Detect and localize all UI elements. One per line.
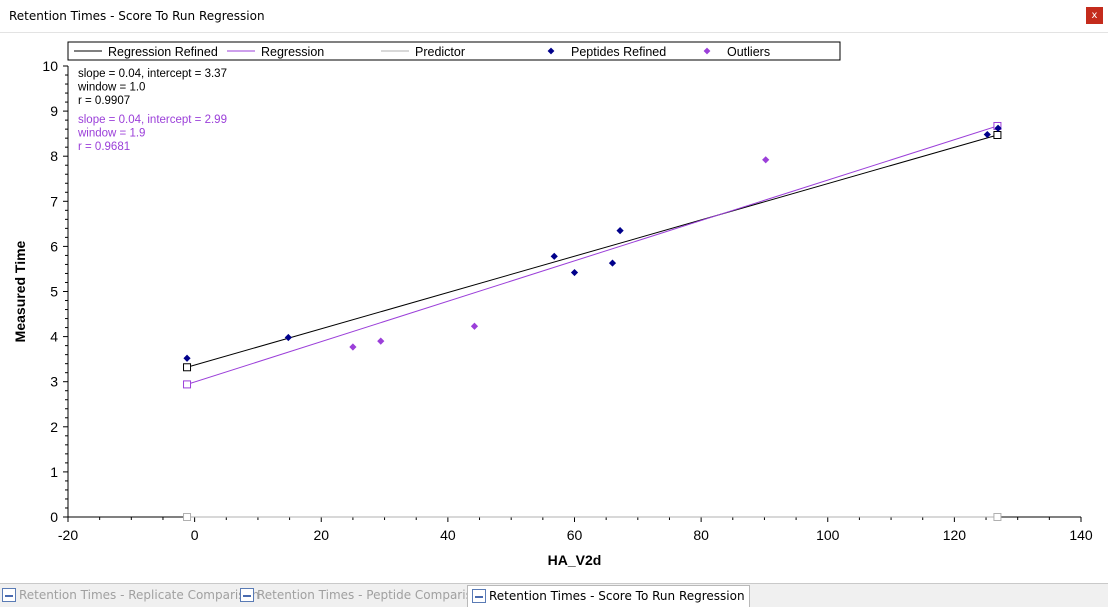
data-point xyxy=(183,354,191,362)
regression-chart: -20 0 20 40 60 80 100 120 140012345678910HA_V2dM… xyxy=(12,41,1093,568)
x-tick-label: 120 xyxy=(943,527,967,543)
regression-refined-stat: window = 1.0 xyxy=(77,82,145,94)
y-tick-label: 1 xyxy=(50,464,58,480)
y-tick-label: 10 xyxy=(42,58,58,74)
line-end-marker xyxy=(183,380,192,389)
data-point xyxy=(284,333,292,342)
x-tick-label: 40 xyxy=(440,527,456,543)
y-tick-label: 3 xyxy=(50,374,58,390)
tab-label: Retention Times - Replicate Comparison xyxy=(19,588,260,602)
legend-box xyxy=(67,41,841,61)
data-point xyxy=(377,337,385,345)
x-tick-label: 100 xyxy=(816,527,840,543)
y-tick-label: 5 xyxy=(50,284,58,300)
y-tick-label: 9 xyxy=(50,103,58,119)
legend-label: Outliers xyxy=(727,45,770,59)
window-titlebar: Retention Times - Score To Run Regressio… xyxy=(0,0,1108,33)
regression-stat: window = 1.9 xyxy=(77,128,145,140)
tab-label: Retention Times - Peptide Comparison xyxy=(257,588,487,602)
y-tick-label: 7 xyxy=(50,193,58,209)
y-tick-label: 6 xyxy=(50,238,58,254)
line-end-marker xyxy=(993,513,1002,521)
x-tick-label: 60 xyxy=(567,527,583,543)
y-tick-label: 2 xyxy=(50,419,58,435)
document-tabs: Retention Times - Replicate Comparison R… xyxy=(0,583,1108,607)
tab-score-to-run-regression[interactable]: Retention Times - Score To Run Regressio… xyxy=(467,585,750,607)
regression-refined-stat: slope = 0.04, intercept = 3.37 xyxy=(78,68,227,80)
chart-area: -20 0 20 40 60 80 100 120 140 0 1 2 3 4 5 6 7 8 9 10 HA_V2d M… xyxy=(0,33,1108,581)
series-line xyxy=(186,134,998,368)
legend-label: Peptides Refined xyxy=(571,45,666,59)
tab-replicate-comparison[interactable]: Retention Times - Replicate Comparison xyxy=(2,585,259,605)
legend-label: Regression xyxy=(261,45,324,59)
x-tick-label: -20 xyxy=(58,527,78,543)
line-end-marker xyxy=(183,513,192,521)
data-point xyxy=(616,227,624,235)
data-point xyxy=(608,259,617,267)
x-tick-label: 140 xyxy=(1069,527,1093,543)
line-end-marker xyxy=(183,363,192,372)
y-tick-label: 0 xyxy=(50,509,58,525)
regression-stat: r = 0.9681 xyxy=(78,141,130,153)
graph-icon xyxy=(240,588,254,602)
data-point xyxy=(983,130,991,139)
legend-swatch xyxy=(547,47,555,55)
tab-peptide-comparison[interactable]: Retention Times - Peptide Comparison xyxy=(240,585,487,605)
x-tick-label: 0 xyxy=(191,527,199,543)
x-tick-label: 80 xyxy=(693,527,709,543)
legend-label: Predictor xyxy=(415,45,465,59)
graph-icon xyxy=(472,589,486,603)
series-line xyxy=(186,125,998,385)
regression-refined-stat: r = 0.9907 xyxy=(78,95,130,107)
x-axis-label: HA_V2d xyxy=(548,552,602,568)
y-axis-label: Measured Time xyxy=(12,240,28,342)
legend-swatch xyxy=(703,47,711,55)
graph-icon xyxy=(2,588,16,602)
x-tick-label: 20 xyxy=(313,527,329,543)
y-tick-label: 8 xyxy=(50,148,58,164)
data-point xyxy=(762,156,770,164)
data-point xyxy=(550,252,558,260)
legend-label: Regression Refined xyxy=(108,45,218,59)
data-point xyxy=(349,343,357,351)
tab-label: Retention Times - Score To Run Regressio… xyxy=(489,589,745,603)
data-point xyxy=(570,268,579,277)
regression-stat: slope = 0.04, intercept = 2.99 xyxy=(78,114,227,126)
data-point xyxy=(994,124,1002,132)
y-tick-label: 4 xyxy=(50,329,58,345)
window-title: Retention Times - Score To Run Regressio… xyxy=(9,9,265,23)
close-button[interactable]: x xyxy=(1086,7,1103,24)
line-end-marker xyxy=(993,131,1002,140)
data-point xyxy=(470,322,479,330)
